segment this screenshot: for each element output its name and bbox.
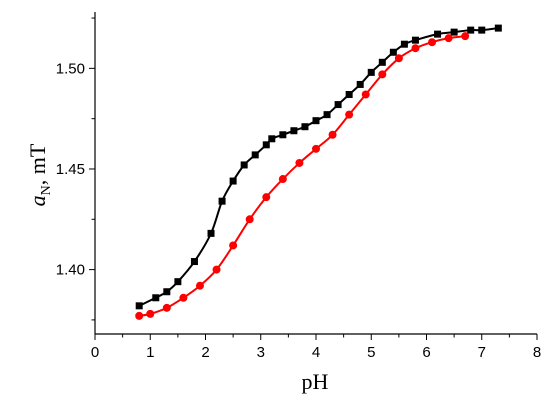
x-tick-label: 7 xyxy=(478,344,486,361)
data-point-square xyxy=(389,48,397,56)
data-point-square xyxy=(218,197,226,205)
data-point-square xyxy=(494,24,502,32)
data-point-square xyxy=(301,123,309,131)
data-point-square xyxy=(163,288,171,296)
y-axis-label-sub: N xyxy=(39,185,54,195)
data-point-square xyxy=(312,117,320,125)
data-point-circle xyxy=(444,34,453,43)
x-tick-label: 5 xyxy=(367,344,375,361)
data-point-circle xyxy=(428,38,437,47)
series-1 xyxy=(135,24,502,310)
x-tick-label: 8 xyxy=(533,344,541,361)
data-point-circle xyxy=(229,241,238,250)
data-point-square xyxy=(262,141,270,149)
data-point-circle xyxy=(361,90,370,99)
data-point-square xyxy=(268,135,276,143)
data-point-square xyxy=(478,26,486,34)
data-point-circle xyxy=(179,293,188,302)
data-point-square xyxy=(190,258,198,266)
data-point-square xyxy=(367,68,375,76)
data-point-circle xyxy=(195,281,204,290)
data-point-square xyxy=(290,127,298,135)
x-tick-label: 6 xyxy=(422,344,430,361)
data-point-square xyxy=(356,80,364,88)
data-point-square xyxy=(378,58,386,66)
axes: 0 1 2 3 4 5 6 7 8 1.40 1.45 1.50 xyxy=(56,12,541,361)
data-point-circle xyxy=(135,311,144,320)
data-point-circle xyxy=(461,32,470,41)
x-axis-label: pH xyxy=(302,369,329,394)
data-point-circle xyxy=(162,303,171,312)
data-point-circle xyxy=(212,265,221,274)
data-point-circle xyxy=(245,215,254,224)
data-point-square xyxy=(174,278,182,286)
data-point-circle xyxy=(295,158,304,167)
data-point-square xyxy=(207,229,215,237)
data-point-circle xyxy=(345,110,354,119)
series-2 xyxy=(135,32,470,320)
data-point-square xyxy=(411,36,419,44)
data-point-circle xyxy=(312,144,320,153)
x-tick-label: 2 xyxy=(201,344,209,361)
y-axis-label: aN, mT xyxy=(25,143,54,206)
data-point-circle xyxy=(394,54,403,63)
data-point-square xyxy=(467,26,475,34)
data-point-square xyxy=(251,151,259,159)
data-point-circle xyxy=(146,309,155,318)
data-point-circle xyxy=(278,175,287,184)
data-point-circle xyxy=(262,193,271,202)
data-point-square xyxy=(152,294,160,302)
data-point-square xyxy=(279,131,287,139)
data-point-square xyxy=(400,40,408,48)
data-point-circle xyxy=(378,70,387,79)
y-axis-label-main: a xyxy=(25,195,50,206)
y-tick-label: 1.50 xyxy=(56,60,85,77)
data-point-square xyxy=(323,111,331,119)
data-point-square xyxy=(334,101,342,109)
data-point-circle xyxy=(411,44,420,53)
data-point-square xyxy=(345,91,353,99)
series-layer xyxy=(135,24,502,320)
data-point-square xyxy=(135,302,143,310)
data-point-square xyxy=(450,28,458,36)
y-tick-label: 1.45 xyxy=(56,161,85,178)
data-point-square xyxy=(229,177,237,185)
data-point-square xyxy=(240,161,248,169)
data-point-square xyxy=(434,30,442,38)
x-tick-label: 3 xyxy=(257,344,265,361)
y-tick-label: 1.40 xyxy=(56,262,85,279)
x-tick-label: 0 xyxy=(91,344,99,361)
data-point-circle xyxy=(328,130,337,139)
y-axis-label-unit: , mT xyxy=(25,143,50,185)
x-tick-label: 1 xyxy=(146,344,154,361)
series-line xyxy=(139,35,466,317)
x-tick-label: 4 xyxy=(312,344,320,361)
